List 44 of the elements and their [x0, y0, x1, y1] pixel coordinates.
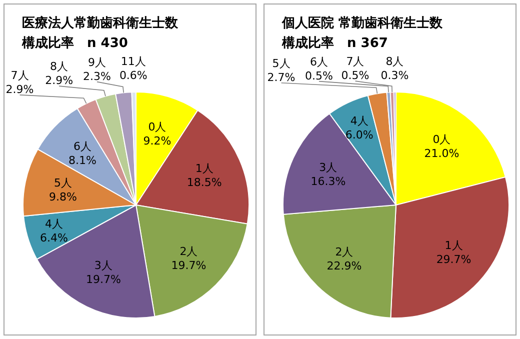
slice-label: 2人: [335, 246, 354, 259]
slice-label: 0人: [148, 120, 166, 134]
slice-label: 8人: [386, 55, 404, 68]
slice-label: 5人: [54, 176, 72, 190]
data-label: 19.7%: [86, 273, 121, 286]
slice-label: 3人: [94, 259, 112, 272]
data-label: 0.5%: [341, 69, 370, 82]
data-label: 2.3%: [83, 70, 111, 83]
data-label: 29.7%: [436, 253, 472, 266]
chart-subtitle: 構成比率 n 367: [281, 35, 388, 51]
slice-label: 4人: [44, 217, 63, 230]
data-label: 6.0%: [345, 128, 374, 142]
data-label: 9.8%: [49, 190, 78, 204]
data-label: 0.6%: [119, 69, 148, 82]
data-label: 0.3%: [380, 69, 409, 82]
data-label: 21.0%: [424, 147, 460, 160]
slice-label: 2人: [180, 244, 198, 258]
slice-label: 9人: [88, 56, 106, 69]
data-label: 18.5%: [186, 176, 222, 190]
slice-label: 1人: [195, 162, 214, 176]
slice-label: 11人: [120, 55, 146, 68]
data-label: 2.9%: [45, 74, 74, 88]
data-label: 22.9%: [326, 260, 362, 273]
slice-label: 3人: [319, 160, 338, 174]
slice-label: 4人: [350, 114, 368, 128]
chart-title: 個人医院 常勤歯科衛生士数: [281, 15, 444, 31]
slice-label: 0人: [432, 133, 451, 146]
chart-subtitle: 構成比率 n 430: [21, 35, 128, 51]
data-label: 2.7%: [267, 70, 296, 84]
chart-title: 医療法人常勤歯科衛生士数: [22, 15, 179, 31]
data-label: 8.1%: [68, 154, 96, 168]
data-label: 2.9%: [6, 82, 34, 96]
slice-label: 5人: [272, 56, 290, 70]
data-label: 16.3%: [310, 174, 346, 188]
data-label: 19.7%: [171, 258, 206, 272]
data-label: 6.4%: [40, 231, 68, 244]
slice-label: 8人: [50, 60, 68, 74]
slice-label: 6人: [310, 55, 328, 68]
slice-label: 6人: [73, 140, 92, 154]
data-label: 9.2%: [143, 134, 172, 148]
data-label: 0.5%: [304, 69, 333, 82]
slice-label: 7人: [10, 68, 29, 82]
slice-label: 7人: [346, 55, 364, 68]
slice-label: 1人: [444, 239, 463, 252]
